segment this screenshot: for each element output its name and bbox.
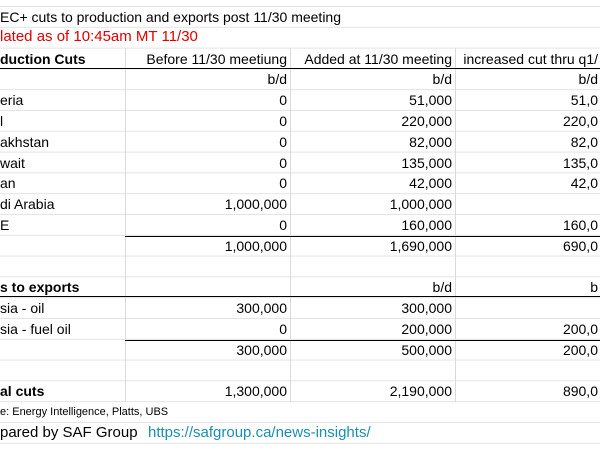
value-cell: b/d <box>432 71 452 88</box>
value-cell: 82,000 <box>409 133 452 150</box>
row-label: sia - fuel oil <box>0 321 71 337</box>
value-cell: 42,0 <box>570 175 598 192</box>
value-cell: 135,000 <box>401 154 452 171</box>
row-label: l <box>0 113 4 129</box>
prepared-note: pared by SAF Group <box>0 424 138 441</box>
column-line <box>455 48 456 402</box>
value-cell: 220,000 <box>401 113 452 129</box>
value-cell: 200,0 <box>562 341 598 358</box>
header-border <box>0 67 600 69</box>
value-cell: 1,000,000 <box>389 196 452 213</box>
header-cell: Added at 11/30 meeting <box>304 50 452 67</box>
value-cell: 0 <box>279 321 287 337</box>
value-cell: 160,0 <box>562 217 598 233</box>
value-cell: 690,0 <box>562 237 598 254</box>
value-cell: b/d <box>267 71 287 88</box>
section-border <box>0 296 600 298</box>
value-cell: 890,0 <box>562 383 598 400</box>
value-cell: 220,0 <box>562 113 598 129</box>
value-cell: 0 <box>279 217 287 233</box>
row-label: s to exports <box>0 279 80 296</box>
value-cell: 1,300,000 <box>224 383 287 400</box>
value-cell: 500,000 <box>401 341 452 358</box>
header-cell: duction Cuts <box>0 50 86 67</box>
value-cell: b/d <box>578 71 598 88</box>
value-cell: 1,690,000 <box>389 237 452 254</box>
value-cell: 0 <box>279 92 287 109</box>
source-note: e: Energy Intelligence, Platts, UBS <box>0 406 169 418</box>
value-cell: 1,000,000 <box>224 196 287 213</box>
value-cell: 300,000 <box>236 341 287 358</box>
row-label: akhstan <box>0 133 50 150</box>
value-cell: 51,0 <box>570 92 598 109</box>
sheet-title: EC+ cuts to production and exports post … <box>0 9 342 25</box>
column-line <box>290 48 291 402</box>
value-cell: 300,000 <box>401 300 452 317</box>
value-cell: 0 <box>279 133 287 150</box>
value-cell: 2,190,000 <box>389 383 452 400</box>
row-label: di Arabia <box>0 196 55 213</box>
value-cell: 51,000 <box>409 92 452 109</box>
value-cell: 42,000 <box>409 175 452 192</box>
header-cell: increased cut thru q1/ <box>463 50 598 67</box>
value-cell: 82,0 <box>570 133 598 150</box>
row-label: sia - oil <box>0 300 45 317</box>
column-line <box>125 48 126 402</box>
updated-note: lated as of 10:45am MT 11/30 <box>0 28 198 45</box>
total-border <box>125 235 600 237</box>
row-label: an <box>0 175 16 192</box>
total-border <box>125 339 600 341</box>
header-cell: Before 11/30 meetiung <box>146 50 287 67</box>
value-cell: 135,0 <box>562 154 598 171</box>
row-label: al cuts <box>0 383 45 400</box>
value-cell: 0 <box>279 154 287 171</box>
value-cell: 200,0 <box>562 321 598 337</box>
value-cell: 200,000 <box>401 321 452 337</box>
value-cell: 0 <box>279 113 287 129</box>
value-cell: 160,000 <box>401 217 452 233</box>
value-cell: 0 <box>279 175 287 192</box>
value-cell: b <box>590 279 598 296</box>
row-label: eria <box>0 92 24 109</box>
row-label: E <box>0 217 10 233</box>
value-cell: 1,000,000 <box>224 237 287 254</box>
link[interactable]: https://safgroup.ca/news-insights/ <box>148 424 371 441</box>
value-cell: 300,000 <box>236 300 287 317</box>
row-label: wait <box>0 154 25 171</box>
value-cell: b/d <box>432 279 452 296</box>
